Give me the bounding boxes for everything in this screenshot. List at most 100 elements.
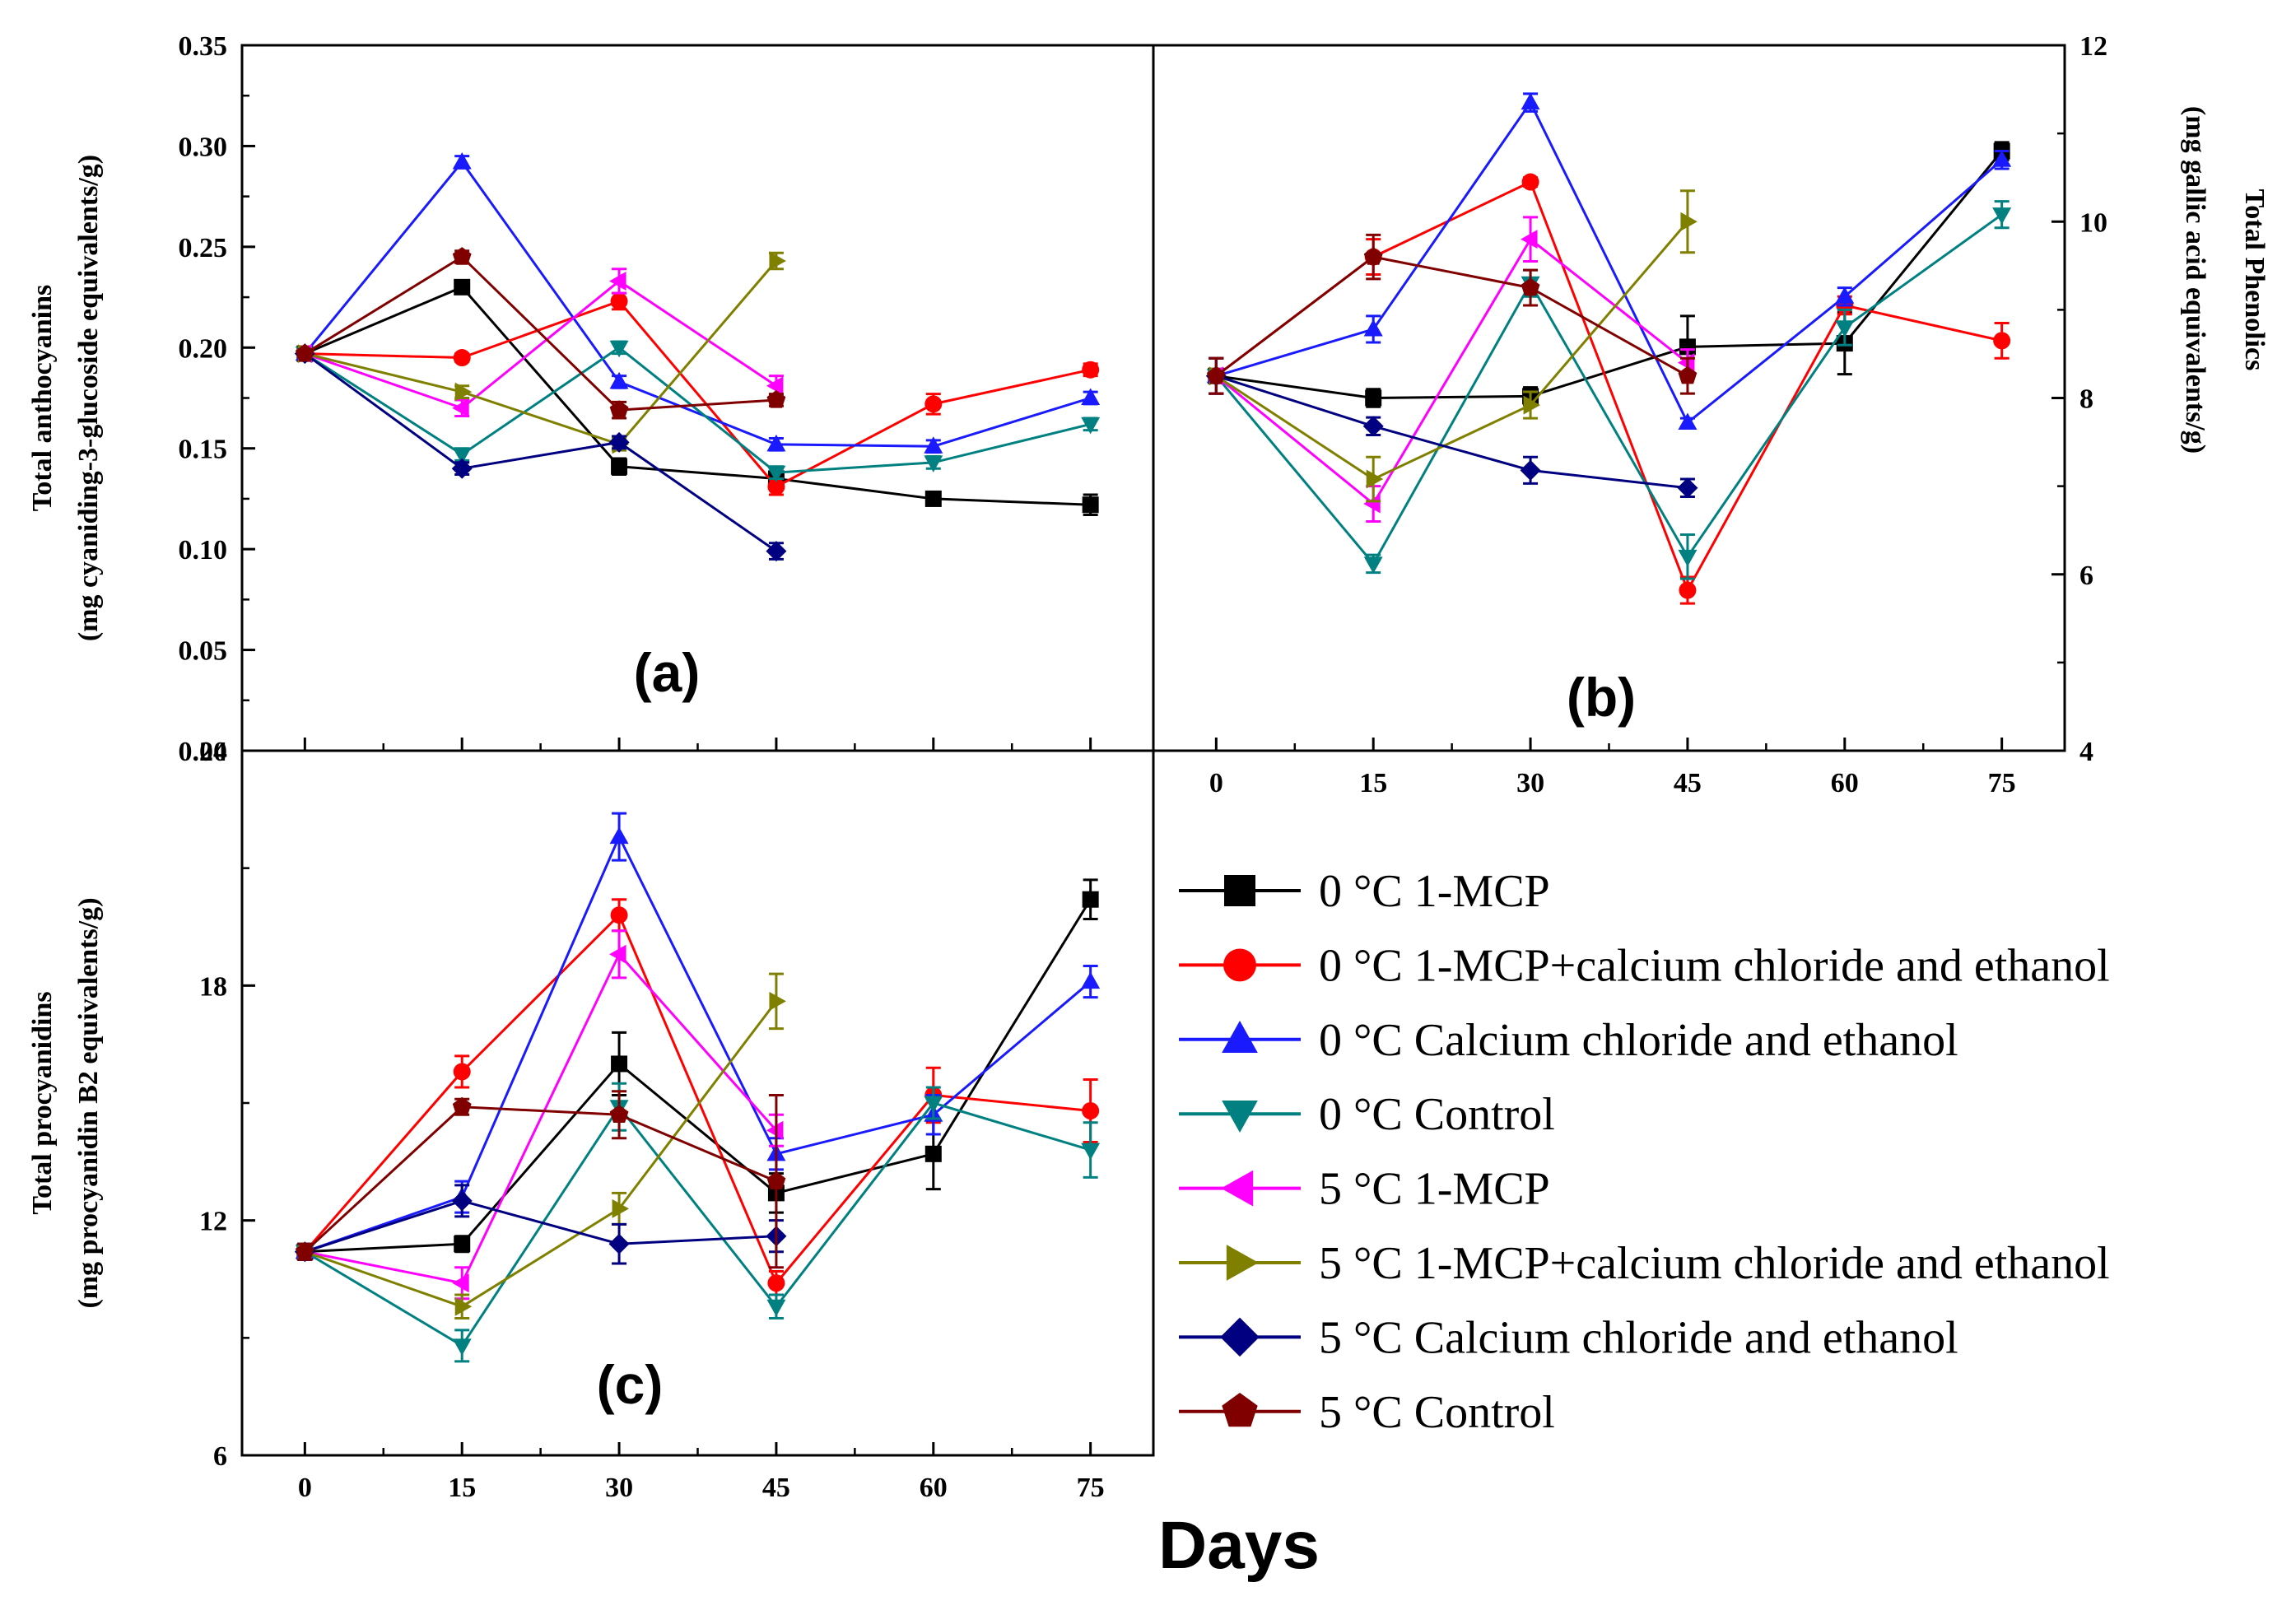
y-tick-label: 0.05 (179, 636, 228, 667)
y-tick-label: 18 (199, 971, 227, 1002)
data-point (767, 477, 785, 496)
series-0-c-1-mcp (296, 278, 1099, 517)
series-line (1215, 100, 2003, 425)
panel-a: 0.00 0.05 0.10 0.15 0.20 0.25 0.30 0.35 Total an… (27, 31, 1155, 767)
y-axis-title-line2: (mg cyaniding-3-glucoside equivalents/g) (73, 155, 104, 641)
legend-label: 0 °C 1-MCP+calcium chloride and ethanol (1319, 940, 2110, 991)
legend-item-0-c-1-mcp-calcium-chloride-and-ethanol: 0 °C 1-MCP+calcium chloride and ethanol (1179, 940, 2110, 991)
data-point (766, 376, 784, 396)
data-point (295, 1241, 314, 1260)
data-point (1678, 412, 1698, 430)
data-point (609, 271, 626, 291)
data-point (1520, 459, 1541, 481)
data-point (1679, 581, 1697, 599)
series-0-c-1-mcp-calcium-chloride-and-ethanol (296, 291, 1100, 496)
data-point (610, 906, 628, 924)
series-0-c-1-mcp-calcium-chloride-and-ethanol (296, 898, 1100, 1296)
data-point (609, 1105, 629, 1123)
series-line (304, 1000, 778, 1308)
series-line (304, 255, 777, 412)
y-tick-label: 0.30 (179, 132, 228, 162)
data-point (1082, 496, 1099, 514)
legend-marker (1220, 1317, 1260, 1357)
legend-label: 0 °C 1-MCP (1319, 866, 1550, 917)
data-point (454, 382, 473, 402)
legend-marker (1226, 1245, 1259, 1281)
series-0-c-calcium-chloride-and-ethanol (1206, 92, 2012, 430)
data-point (452, 152, 472, 170)
series-line (1215, 255, 1688, 378)
y-tick-label: 12 (2079, 31, 2107, 62)
data-point (453, 1063, 471, 1081)
x-tick-label: 45 (762, 1473, 790, 1503)
data-point (295, 343, 314, 362)
x-tick-label: 15 (1359, 768, 1387, 798)
data-point (1678, 549, 1698, 567)
data-point (1365, 389, 1382, 407)
data-point (1081, 971, 1101, 989)
legend-item-0-c-calcium-chloride-and-ethanol: 0 °C Calcium chloride and ethanol (1179, 1015, 1958, 1066)
data-point (1992, 207, 2012, 225)
legend-label: 5 °C 1-MCP+calcium chloride and ethanol (1319, 1238, 2110, 1289)
data-point (1835, 320, 1855, 337)
series-line (304, 160, 1092, 448)
data-point (612, 1198, 630, 1218)
data-point (609, 826, 629, 845)
data-point (454, 278, 471, 296)
y-tick-label: 24 (199, 737, 227, 767)
series-line (304, 352, 777, 552)
data-point (609, 944, 626, 964)
legend-marker (1221, 1170, 1254, 1207)
x-tick-label: 30 (1516, 768, 1544, 798)
data-point (924, 490, 942, 507)
data-point (767, 1274, 785, 1292)
series-0-c-control (295, 340, 1101, 483)
data-point (609, 400, 629, 418)
legend-marker (1223, 948, 1256, 982)
data-point (766, 1299, 786, 1317)
y-tick-label: 8 (2079, 384, 2093, 415)
series-line (304, 260, 778, 446)
y-axis-title-line1: Total anthocyanins (27, 285, 58, 512)
data-point (924, 1145, 942, 1162)
data-point (608, 431, 630, 453)
data-point (609, 371, 629, 389)
series-line (304, 286, 1091, 506)
series-line (304, 834, 1092, 1254)
data-point (766, 541, 787, 562)
data-point (766, 1171, 786, 1189)
data-point (766, 1120, 784, 1140)
data-point (1363, 494, 1381, 514)
data-point (1081, 1143, 1101, 1161)
series-line (304, 1199, 777, 1254)
y-tick-label: 0.35 (179, 31, 228, 62)
series-line (304, 1101, 1092, 1347)
series-line (305, 300, 1091, 489)
series-5-c-1-mcp (1206, 216, 1695, 523)
data-point (452, 1096, 472, 1115)
legend-label: 5 °C 1-MCP (1319, 1164, 1550, 1215)
legend-label: 5 °C Control (1319, 1387, 1555, 1438)
legend-label: 5 °C Calcium chloride and ethanol (1319, 1312, 1958, 1363)
legend-item-0-c-1-mcp: 0 °C 1-MCP (1179, 866, 1550, 917)
data-point (1521, 173, 1539, 191)
data-point (452, 447, 472, 465)
y-tick-label: 0.20 (179, 333, 228, 364)
data-point (924, 436, 943, 454)
data-point (1993, 332, 2011, 350)
y-tick-label: 12 (199, 1207, 227, 1237)
data-point (611, 458, 628, 475)
data-point (1082, 891, 1099, 908)
series-line (1215, 179, 2002, 593)
data-point (1206, 365, 1226, 384)
data-point (1363, 247, 1383, 265)
series-line (305, 898, 1092, 1254)
data-point (611, 1055, 628, 1073)
data-point (1678, 365, 1698, 384)
series-line (304, 279, 777, 410)
y-tick-label: 0.10 (179, 535, 228, 565)
data-point (1992, 150, 2012, 167)
series-line (1215, 221, 1689, 481)
data-point (1679, 338, 1696, 356)
